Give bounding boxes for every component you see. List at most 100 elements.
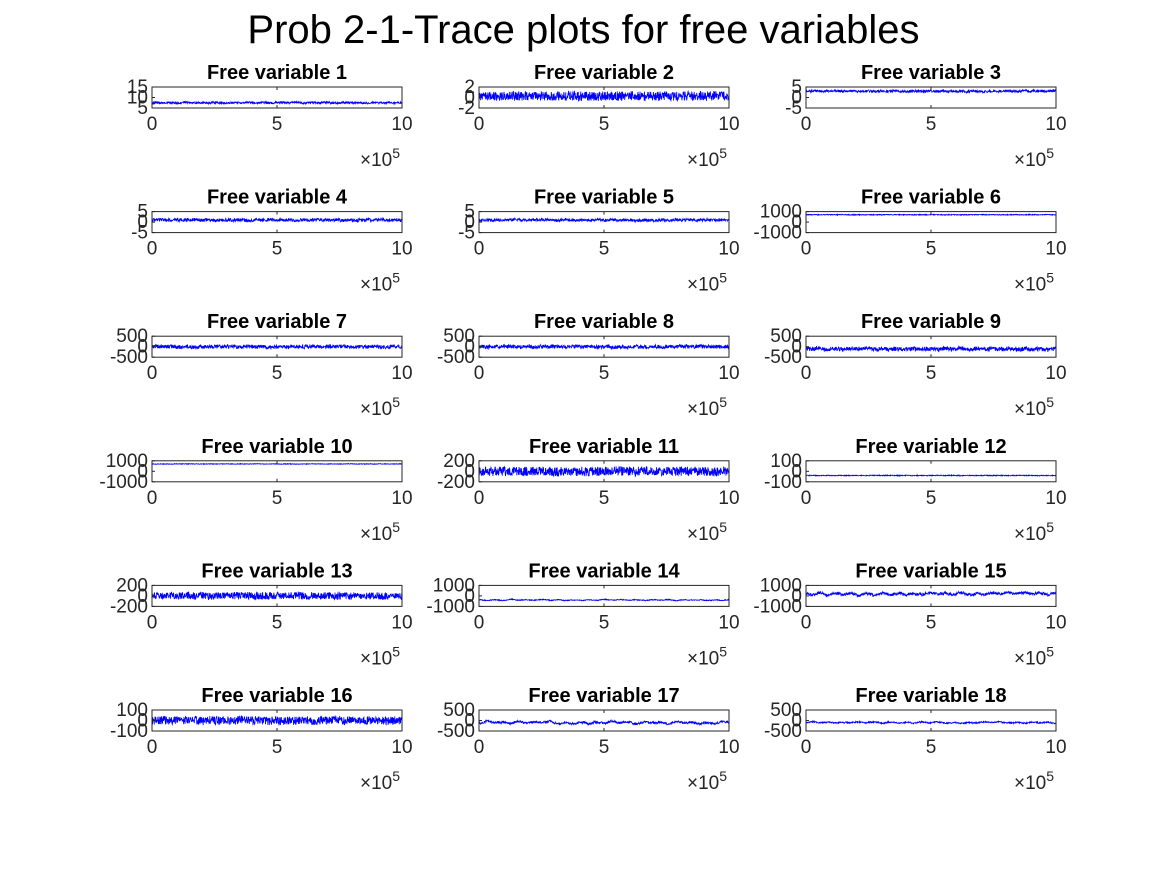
x-exponent-label: ×105 — [687, 768, 727, 794]
y-tick-label: 0 — [137, 586, 148, 607]
y-tick-label: 0 — [791, 711, 802, 732]
x-tick-label: 0 — [147, 114, 158, 135]
axes-box — [805, 335, 1057, 358]
subplot-title: Free variable 6 — [861, 187, 1001, 209]
x-tick-label: 5 — [272, 114, 283, 135]
x-tick-label: 10 — [718, 488, 739, 509]
subplot-title: Free variable 5 — [534, 187, 674, 209]
trace-line — [806, 719, 1056, 726]
axes-box — [478, 584, 730, 607]
x-tick-label: 10 — [1045, 737, 1066, 758]
x-tick-label: 10 — [391, 114, 412, 135]
x-tick-label: 0 — [147, 363, 158, 384]
y-tick-label: 500 — [770, 700, 802, 721]
x-tick-label: 5 — [926, 612, 937, 633]
trace-line — [479, 597, 729, 602]
x-tick-label: 5 — [599, 239, 610, 260]
x-tick-label: 5 — [599, 114, 610, 135]
subplot-title: Free variable 9 — [861, 311, 1001, 333]
y-tick-label: 0 — [791, 586, 802, 607]
x-exponent-label: ×105 — [360, 519, 400, 545]
y-tick-label: 0 — [464, 88, 475, 109]
x-tick-label: 0 — [801, 488, 812, 509]
trace-line — [806, 345, 1056, 353]
axes-box — [151, 86, 403, 109]
x-exponent-label: ×105 — [360, 643, 400, 669]
y-tick-label: -500 — [110, 347, 148, 368]
y-tick-label: 100 — [770, 451, 802, 472]
x-tick-label: 0 — [801, 363, 812, 384]
y-tick-label: 0 — [464, 337, 475, 358]
x-tick-label: 10 — [718, 239, 739, 260]
y-tick-label: 0 — [791, 212, 802, 233]
trace-line — [152, 714, 402, 727]
subplot-title: Free variable 2 — [534, 62, 674, 84]
x-exponent-label: ×105 — [687, 145, 727, 171]
x-tick-label: 0 — [474, 114, 485, 135]
x-tick-label: 10 — [718, 363, 739, 384]
x-tick-label: 5 — [272, 488, 283, 509]
y-tick-label: 0 — [137, 212, 148, 233]
axes-box — [478, 709, 730, 732]
subplot-title: Free variable 8 — [534, 311, 674, 333]
x-tick-label: 0 — [801, 612, 812, 633]
y-tick-label: 2 — [464, 77, 475, 98]
subplot-title: Free variable 11 — [529, 436, 679, 458]
axes-box — [478, 211, 730, 234]
y-tick-label: 0 — [791, 337, 802, 358]
y-tick-label: 1000 — [106, 451, 148, 472]
y-tick-label: -1000 — [99, 472, 148, 493]
y-tick-label: 200 — [443, 451, 475, 472]
x-exponent-label: ×105 — [1014, 270, 1054, 296]
x-tick-label: 0 — [147, 737, 158, 758]
y-tick-label: -1000 — [753, 223, 802, 244]
x-tick-label: 0 — [801, 114, 812, 135]
x-tick-label: 10 — [718, 737, 739, 758]
x-tick-label: 10 — [391, 239, 412, 260]
x-exponent-label: ×105 — [1014, 394, 1054, 420]
y-tick-label: 500 — [443, 700, 475, 721]
trace-line — [479, 465, 729, 478]
x-tick-label: 10 — [391, 612, 412, 633]
x-tick-label: 0 — [147, 488, 158, 509]
x-exponent-label: ×105 — [687, 519, 727, 545]
y-tick-label: -200 — [110, 596, 148, 617]
trace-line — [479, 719, 729, 727]
x-exponent-label: ×105 — [1014, 519, 1054, 545]
subplot-title: Free variable 4 — [207, 187, 348, 209]
x-exponent-label: ×105 — [360, 394, 400, 420]
x-tick-label: 10 — [1045, 488, 1066, 509]
y-tick-label: 0 — [137, 461, 148, 482]
subplot-title: Free variable 16 — [201, 685, 352, 707]
axes-box — [805, 709, 1057, 732]
y-tick-label: 0 — [464, 461, 475, 482]
subplot-title: Free variable 1 — [207, 62, 347, 84]
x-tick-label: 5 — [926, 363, 937, 384]
y-tick-label: -2 — [458, 98, 475, 119]
y-tick-label: 1000 — [760, 202, 802, 223]
x-tick-label: 10 — [1045, 363, 1066, 384]
y-tick-label: -500 — [764, 347, 802, 368]
x-exponent-label: ×105 — [1014, 145, 1054, 171]
x-exponent-label: ×105 — [360, 270, 400, 296]
trace-line — [479, 343, 729, 351]
y-tick-label: 200 — [116, 575, 148, 596]
subplot-title: Free variable 7 — [207, 311, 347, 333]
x-tick-label: 5 — [272, 612, 283, 633]
trace-line — [479, 89, 729, 103]
y-tick-label: 100 — [116, 700, 148, 721]
subplot-title: Free variable 13 — [201, 560, 352, 582]
x-tick-label: 0 — [474, 488, 485, 509]
x-exponent-label: ×105 — [1014, 643, 1054, 669]
x-exponent-label: ×105 — [687, 394, 727, 420]
subplot-title: Free variable 18 — [855, 685, 1006, 707]
y-tick-label: 500 — [443, 326, 475, 347]
